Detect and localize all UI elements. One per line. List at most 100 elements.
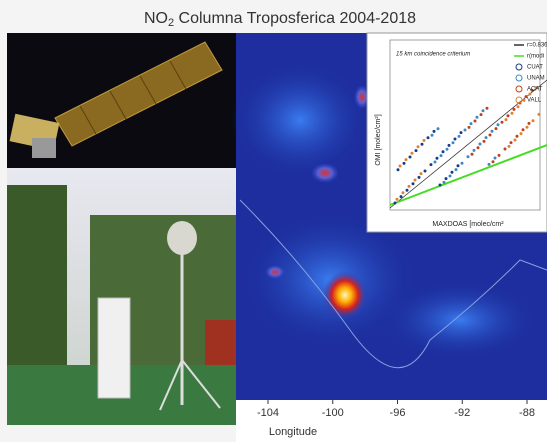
inset-point [467,155,470,158]
map-blob [230,60,370,180]
inset-point [485,136,488,139]
inset-point [529,93,532,96]
inset-point [482,109,485,112]
inset-point [412,182,415,185]
inset-point [451,171,454,174]
inset-point [458,135,461,138]
title: NO2 Columna Troposferica 2004-2018 [144,10,416,29]
inset-point [445,177,448,180]
map-hotspot [265,265,285,279]
inset-point [497,123,500,126]
inset-point [470,122,473,125]
inset-y-label: OMI [molec/cm²] [375,114,382,165]
figure: NO2 Columna Troposferica 2004-2018 -104 -… [0,0,547,442]
inset-point [501,121,504,124]
inset-point [442,150,445,153]
inset-point [492,160,495,163]
inset-point [452,141,455,144]
inset-point [418,176,421,179]
inset-point [538,113,541,116]
legend-label: CUAT [527,65,543,71]
inset-point [411,152,414,155]
inset-point [498,154,501,157]
inset-point [443,181,446,184]
inset-point [434,161,437,164]
map-hotspot [323,271,367,319]
inset-point [480,113,483,116]
inset-point [477,146,480,149]
inset-point [473,149,476,152]
inset-point [491,130,494,133]
inset-point [400,195,403,198]
legend-label: VALL [527,98,542,104]
inset-point [439,184,442,187]
inset-point [417,145,420,148]
inset-point [514,139,517,142]
x-tick-label: -100 [322,407,344,419]
inset-point [455,168,458,171]
inset-point [507,114,510,117]
inset-point [440,154,443,157]
inset-point [523,99,526,102]
inset-point [436,157,439,160]
map-blob [380,280,540,360]
inset-point [508,145,511,148]
inset-point [488,163,491,166]
inset-point [522,128,525,131]
inset-point [476,116,479,119]
inset-annotation: 15 km coincidence criterium [396,52,470,58]
inset-point [397,168,400,171]
inset-point [454,138,457,141]
inset-point [427,136,430,139]
inset-point [505,118,508,121]
inset-point [460,131,463,134]
inset-point [405,158,408,161]
scanner [167,221,197,255]
inset-point [437,127,440,130]
figure-canvas: NO2 Columna Troposferica 2004-2018 -104 -… [0,0,547,442]
map-hotspot [311,163,339,183]
inset-point [430,163,433,166]
x-axis-label: Longitude [269,426,317,438]
inset-x-label: MAXDOAS [molec/cm² [432,221,504,228]
inset-point [486,107,489,110]
inset-point [511,112,514,115]
inset-point [448,144,451,147]
inset-point [394,202,397,205]
inset-point [415,149,418,152]
trees [7,185,67,385]
legend-label: r(modi [527,54,544,60]
x-tick-label: -104 [257,407,279,419]
inset-point [516,135,519,138]
inset-point [409,156,412,159]
x-tick-label: -96 [390,407,406,419]
roof [205,320,236,370]
inset-point [457,164,460,167]
inset-point [464,129,467,132]
legend-label: r=0.836 [527,43,547,49]
x-tick-label: -88 [519,407,535,419]
inset-point [408,185,411,188]
inset-point [510,141,513,144]
legend-label: ACAT [527,87,543,93]
inset-point [406,189,409,192]
inset-point [468,126,471,129]
inset-point [479,143,482,146]
inset-point [528,122,531,125]
inset-point [504,148,507,151]
x-tick-label: -92 [454,407,470,419]
inset-point [421,143,424,146]
instrument-box [98,298,130,398]
inset-point [526,126,529,129]
inset-point [513,108,516,111]
inset-point [420,172,423,175]
inset-point [424,170,427,173]
inset-point [414,179,417,182]
inset-point [402,191,405,194]
inset-point [423,139,426,142]
inset-point [471,153,474,156]
inset-point [483,140,486,143]
inset-point [403,162,406,165]
inset-point [461,162,464,165]
inset-point [494,157,497,160]
